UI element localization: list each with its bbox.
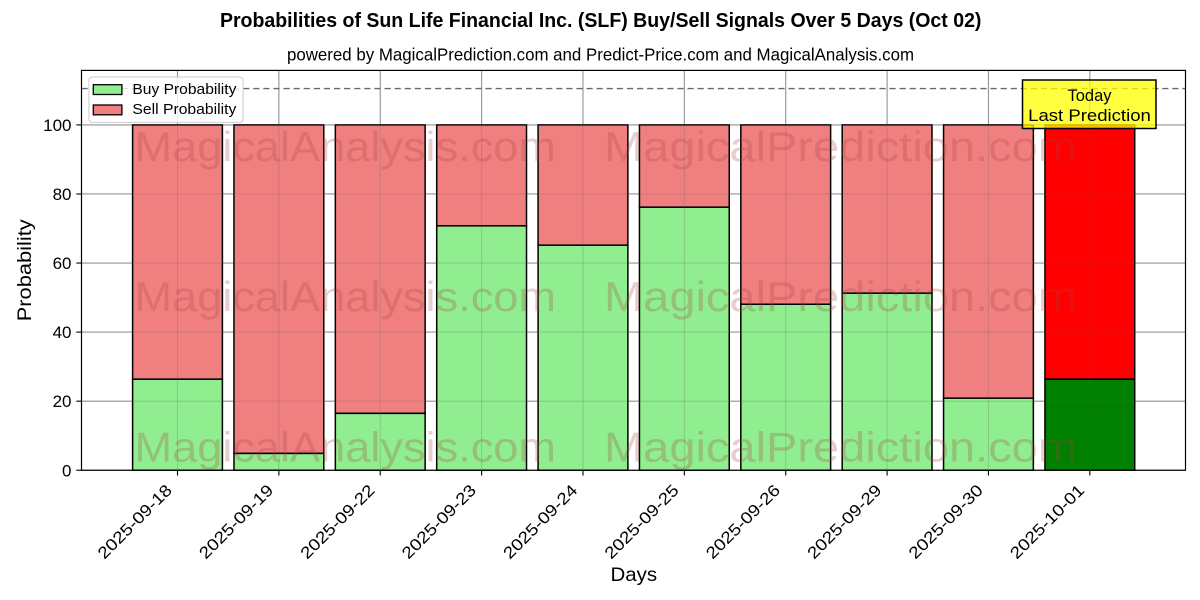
svg-text:MagicalPrediction.com: MagicalPrediction.com <box>604 123 1077 170</box>
svg-text:Probabilities of Sun Life Fina: Probabilities of Sun Life Financial Inc.… <box>220 9 982 32</box>
svg-text:Buy Probability: Buy Probability <box>132 82 237 98</box>
svg-text:MagicalPrediction.com: MagicalPrediction.com <box>604 273 1077 320</box>
svg-text:Last Prediction: Last Prediction <box>1028 106 1151 125</box>
svg-text:MagicalPrediction.com: MagicalPrediction.com <box>604 423 1077 470</box>
svg-text:MagicalAnalysis.com: MagicalAnalysis.com <box>135 423 557 470</box>
svg-text:0: 0 <box>62 461 71 480</box>
svg-text:MagicalAnalysis.com: MagicalAnalysis.com <box>135 273 557 320</box>
svg-text:60: 60 <box>53 254 72 273</box>
svg-text:20: 20 <box>53 392 72 411</box>
svg-text:40: 40 <box>53 323 72 342</box>
svg-text:MagicalAnalysis.com: MagicalAnalysis.com <box>135 123 557 170</box>
svg-text:Sell Probability: Sell Probability <box>132 102 237 118</box>
svg-text:Days: Days <box>611 564 658 586</box>
svg-text:100: 100 <box>43 116 71 135</box>
svg-text:powered by MagicalPrediction.c: powered by MagicalPrediction.com and Pre… <box>287 45 914 65</box>
svg-text:80: 80 <box>53 185 72 204</box>
svg-text:Today: Today <box>1068 86 1112 105</box>
svg-text:Probability: Probability <box>14 219 36 321</box>
